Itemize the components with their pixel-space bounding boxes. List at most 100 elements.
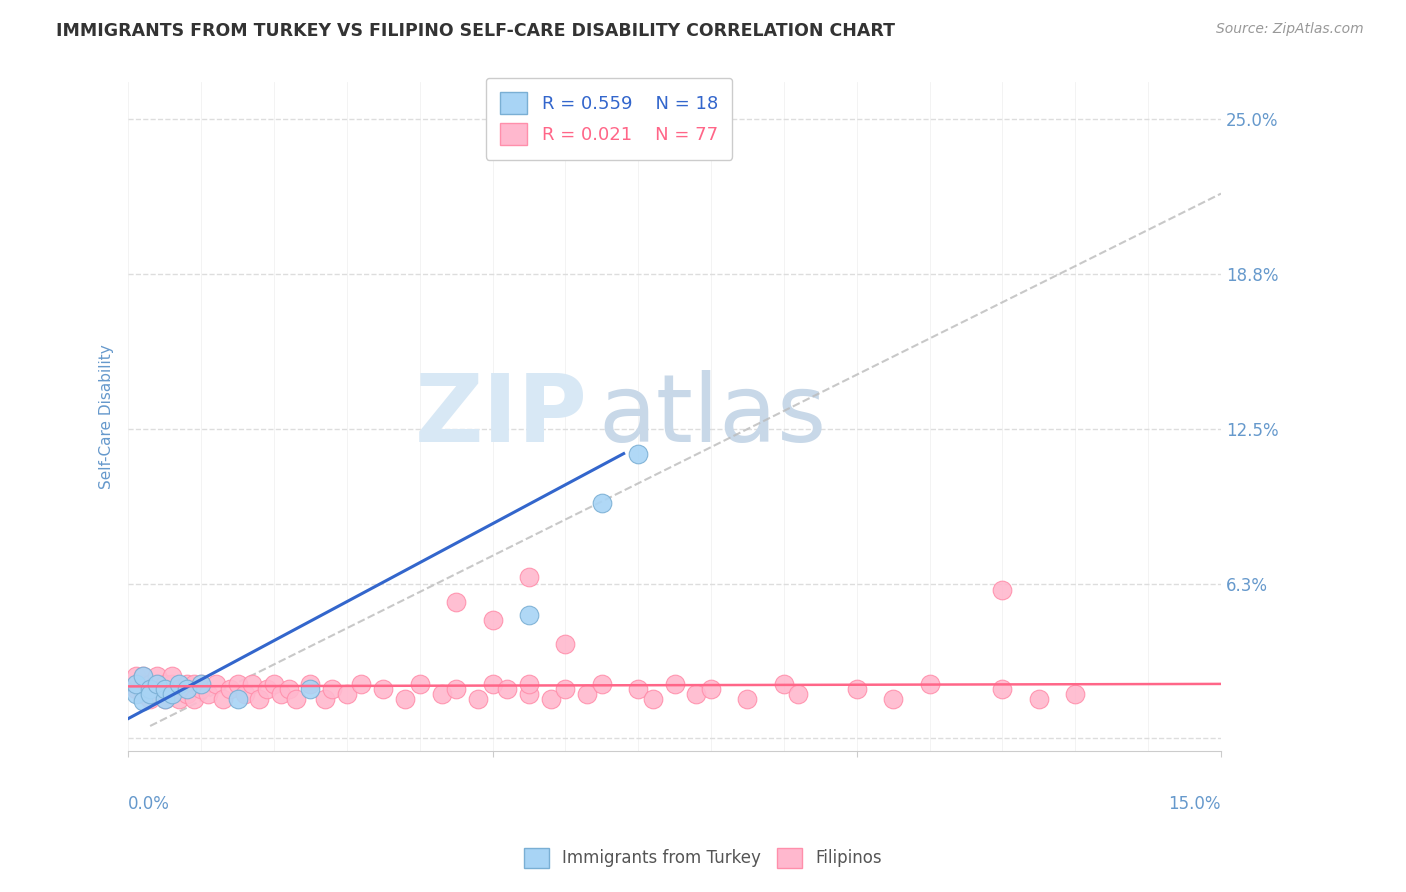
Point [167,681,190,696]
Point [160,677,183,691]
Text: atlas: atlas [598,370,827,462]
Point [176,677,198,691]
Point [226,677,249,691]
Point [517,687,540,701]
Point [190,677,212,691]
Point [197,687,219,701]
Point [277,681,299,696]
Point [167,677,190,691]
Point [284,691,307,706]
Point [408,677,430,691]
Point [591,677,613,691]
Point [153,677,176,691]
Point [685,687,707,701]
Point [991,681,1014,696]
Point [219,681,242,696]
Point [176,681,198,696]
Point [641,691,664,706]
Point [212,691,235,706]
Point [299,681,322,696]
Point [190,681,212,696]
Text: 0.0%: 0.0% [128,796,170,814]
Point [153,681,176,696]
Point [299,677,322,691]
Point [517,607,540,622]
Point [146,687,169,701]
Point [430,687,453,701]
Text: Source: ZipAtlas.com: Source: ZipAtlas.com [1216,22,1364,37]
Legend: Immigrants from Turkey, Filipinos: Immigrants from Turkey, Filipinos [517,841,889,875]
Point [124,687,146,701]
Point [183,677,205,691]
Point [737,691,759,706]
Point [139,681,162,696]
Point [576,687,599,701]
Point [1064,687,1087,701]
Point [226,691,249,706]
Point [132,677,155,691]
Point [160,687,183,701]
Point [160,687,183,701]
Point [467,691,489,706]
Point [176,687,198,701]
Point [124,677,146,691]
Point [270,687,292,701]
Point [845,681,868,696]
Point [256,681,278,696]
Point [991,582,1014,597]
Text: 15.0%: 15.0% [1168,796,1220,814]
Point [132,694,155,708]
Point [496,681,519,696]
Point [314,691,336,706]
Point [132,669,155,683]
Legend: R = 0.559    N = 18, R = 0.021    N = 77: R = 0.559 N = 18, R = 0.021 N = 77 [485,78,733,160]
Point [146,669,169,683]
Point [787,687,810,701]
Point [1028,691,1050,706]
Text: IMMIGRANTS FROM TURKEY VS FILIPINO SELF-CARE DISABILITY CORRELATION CHART: IMMIGRANTS FROM TURKEY VS FILIPINO SELF-… [56,22,896,40]
Point [591,496,613,510]
Point [481,613,503,627]
Point [124,677,146,691]
Point [247,691,270,706]
Point [773,677,796,691]
Point [394,691,416,706]
Point [204,677,226,691]
Point [167,691,190,706]
Point [132,669,155,683]
Point [139,677,162,691]
Point [240,677,263,691]
Point [517,570,540,584]
Point [124,669,146,683]
Point [918,677,941,691]
Point [627,681,650,696]
Point [540,691,562,706]
Point [627,447,650,461]
Point [160,669,183,683]
Point [124,681,146,696]
Point [321,681,343,696]
Point [183,691,205,706]
Point [350,677,373,691]
Point [336,687,359,701]
Point [882,691,904,706]
Point [664,677,686,691]
Point [146,677,169,691]
Point [146,677,169,691]
Point [190,677,212,691]
Point [444,595,467,609]
Point [153,691,176,706]
Point [481,677,503,691]
Point [263,677,285,691]
Point [700,681,723,696]
Point [132,687,155,701]
Point [517,677,540,691]
Point [139,681,162,696]
Point [139,691,162,706]
Point [233,687,256,701]
Point [373,681,395,696]
Point [153,681,176,696]
Point [139,687,162,701]
Y-axis label: Self-Care Disability: Self-Care Disability [100,344,114,489]
Text: ZIP: ZIP [415,370,588,462]
